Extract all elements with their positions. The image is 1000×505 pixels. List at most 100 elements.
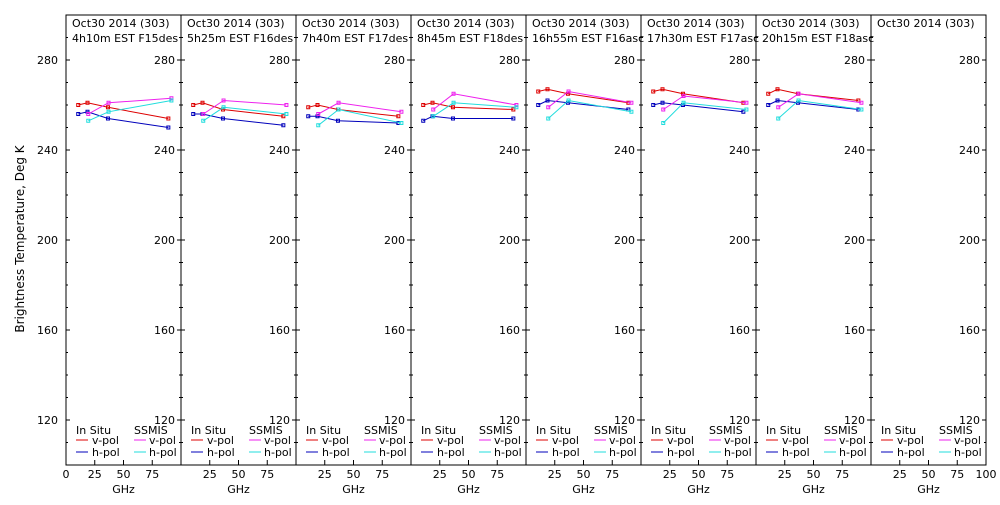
y-tick-label: 280 <box>729 54 750 67</box>
legend-ssmis-h-pol-label: h-pol <box>724 446 752 459</box>
insitu-vpol-point <box>105 105 110 110</box>
insitu-vpol-point <box>85 100 90 105</box>
ssmis-vpol-point <box>514 103 519 107</box>
insitu-hpol-point <box>281 123 286 128</box>
y-tick-label: 120 <box>154 414 175 427</box>
legend-ssmis-h-pol-label: h-pol <box>494 446 522 459</box>
insitu-vpol-point <box>76 103 81 107</box>
insitu-vpol-point <box>166 116 171 121</box>
x-tick-label: 75 <box>835 468 849 481</box>
insitu-hpol-line <box>193 113 284 126</box>
insitu-hpol-point <box>306 114 311 119</box>
ssmis-vpol-line <box>663 95 747 110</box>
x-tick-label: 25 <box>663 468 677 481</box>
y-tick-label: 240 <box>269 144 290 157</box>
x-tick-label: 50 <box>807 468 821 481</box>
x-tick-label: 25 <box>548 468 562 481</box>
legend-insitu-header: In Situ <box>76 424 111 437</box>
ssmis-hpol-point <box>776 116 781 121</box>
legend-ssmis-v-pol-label: v-pol <box>954 434 981 447</box>
legend-insitu-h-pol-label: h-pol <box>552 446 580 459</box>
y-tick-label: 200 <box>499 234 520 247</box>
ssmis-vpol-point <box>336 100 341 105</box>
y-tick-label: 200 <box>844 234 865 247</box>
ssmis-hpol-point <box>201 118 206 123</box>
x-axis-label: GHz <box>227 483 250 496</box>
ssmis-hpol-line <box>777 99 862 119</box>
panel-title-date: Oct30 2014 (303) <box>647 17 745 30</box>
ssmis-hpol-point <box>859 107 864 112</box>
ssmis-vpol-point <box>431 107 436 112</box>
x-tick-label: 75 <box>490 468 504 481</box>
legend-insitu-v-pol-label: v-pol <box>322 434 349 447</box>
legend-ssmis-v-pol-label: v-pol <box>379 434 406 447</box>
x-tick-label: 50 <box>692 468 706 481</box>
y-tick-label: 160 <box>729 324 750 337</box>
y-tick-label: 240 <box>499 144 520 157</box>
x-tick-label: 100 <box>976 468 997 481</box>
panel-title-date: Oct30 2014 (303) <box>417 17 515 30</box>
y-tick-label: 240 <box>614 144 635 157</box>
panel-title-date: Oct30 2014 (303) <box>877 17 975 30</box>
insitu-hpol-point <box>660 100 665 105</box>
y-tick-label: 280 <box>384 54 405 67</box>
insitu-hpol-point <box>545 98 550 103</box>
y-tick-label: 200 <box>729 234 750 247</box>
x-axis-label: GHz <box>802 483 825 496</box>
x-axis-label: GHz <box>457 483 480 496</box>
ssmis-vpol-point <box>201 112 206 116</box>
legend-ssmis-header: SSMIS <box>824 424 858 437</box>
y-axis-label: Brightness Temperature, Deg K <box>13 144 27 332</box>
legend-insitu-v-pol-label: v-pol <box>897 434 924 447</box>
y-tick-label: 160 <box>499 324 520 337</box>
legend-insitu-v-pol-label: v-pol <box>437 434 464 447</box>
insitu-vpol-point <box>511 107 516 112</box>
insitu-hpol-point <box>191 112 196 116</box>
insitu-hpol-point <box>315 114 320 119</box>
panel-title-date: Oct30 2014 (303) <box>187 17 285 30</box>
ssmis-hpol-point <box>629 109 634 114</box>
ssmis-hpol-point <box>336 107 341 112</box>
y-tick-label-left: 200 <box>37 234 58 247</box>
insitu-vpol-line <box>78 102 169 119</box>
y-tick-label: 280 <box>614 54 635 67</box>
legend-insitu-header: In Situ <box>536 424 571 437</box>
ssmis-hpol-point <box>169 98 174 103</box>
y-tick-label: 120 <box>844 414 865 427</box>
y-tick-label: 160 <box>384 324 405 337</box>
legend-ssmis-header: SSMIS <box>594 424 628 437</box>
y-tick-label: 120 <box>499 414 520 427</box>
x-tick-label: 25 <box>88 468 102 481</box>
legend-ssmis-header: SSMIS <box>364 424 398 437</box>
ssmis-vpol-point <box>744 100 749 105</box>
panel-title-time: 4h10m EST F15des <box>72 32 178 45</box>
ssmis-vpol-line <box>318 102 402 115</box>
insitu-vpol-point <box>660 87 665 92</box>
insitu-hpol-point <box>741 109 746 114</box>
ssmis-hpol-line <box>203 106 287 122</box>
insitu-vpol-line <box>538 88 629 104</box>
panel-title-time: 8h45m EST F18des <box>417 32 523 45</box>
insitu-hpol-point <box>166 125 171 130</box>
x-tick-label: 25 <box>318 468 332 481</box>
x-axis-label: GHz <box>112 483 135 496</box>
ssmis-vpol-point <box>451 91 456 96</box>
insitu-vpol-point <box>315 103 320 107</box>
legend-ssmis-header: SSMIS <box>249 424 283 437</box>
ssmis-hpol-point <box>514 105 519 110</box>
legend-ssmis-h-pol-label: h-pol <box>379 446 407 459</box>
insitu-hpol-line <box>767 99 859 110</box>
insitu-vpol-point <box>651 89 656 94</box>
legend-insitu-header: In Situ <box>881 424 916 437</box>
insitu-hpol-point <box>450 116 455 121</box>
insitu-vpol-point <box>430 100 435 105</box>
ssmis-hpol-point <box>546 116 551 121</box>
insitu-vpol-point <box>536 89 541 94</box>
ssmis-vpol-line <box>778 93 862 108</box>
insitu-hpol-point <box>536 103 541 107</box>
y-tick-label: 160 <box>269 324 290 337</box>
y-tick-label: 200 <box>269 234 290 247</box>
ssmis-vpol-point <box>566 89 571 94</box>
legend-ssmis-header: SSMIS <box>709 424 743 437</box>
panel-title-time: 20h15m EST F18asc <box>762 32 874 45</box>
